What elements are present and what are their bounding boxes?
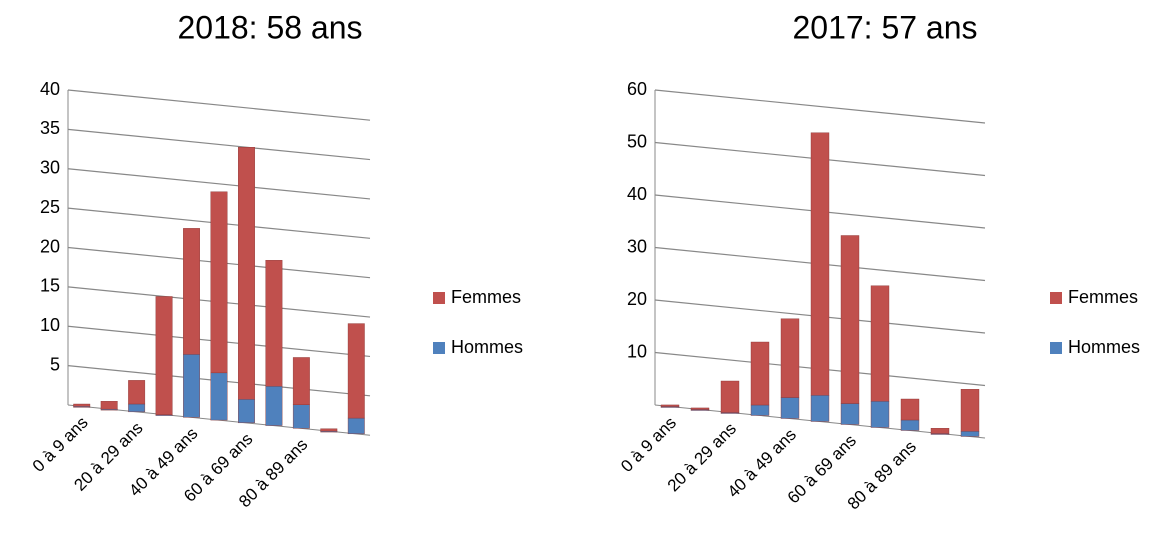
bar-segment <box>210 191 228 374</box>
y-tick-label: 30 <box>40 158 60 178</box>
legend-swatch <box>1050 292 1062 304</box>
bar-segment <box>870 401 890 428</box>
y-tick-label: 10 <box>40 315 60 335</box>
bar-segment <box>265 260 283 387</box>
y-tick-label: 20 <box>40 236 60 256</box>
bar-segment <box>183 354 200 418</box>
bar-segment <box>750 404 770 416</box>
x-tick-label: 0 à 9 ans <box>617 413 680 476</box>
legend-label: Femmes <box>451 287 521 307</box>
legend-label: Hommes <box>451 337 523 357</box>
bar-segment <box>780 318 800 398</box>
bar-segment <box>720 380 740 413</box>
y-tick-label: 40 <box>40 79 60 99</box>
y-tick-label: 60 <box>627 79 647 99</box>
y-tick-label: 10 <box>627 341 647 361</box>
bar-segment <box>155 296 173 415</box>
bar-segment <box>900 419 920 431</box>
bar-segment <box>690 407 710 410</box>
bar-segment <box>810 132 830 396</box>
bar-segment <box>930 428 950 434</box>
y-tick-label: 35 <box>40 118 60 138</box>
y-tick-label: 50 <box>627 131 647 151</box>
x-tick-label: 0 à 9 ans <box>29 413 92 476</box>
bar-segment <box>840 403 860 425</box>
bar-segment <box>128 403 146 413</box>
bar-segment <box>900 398 920 421</box>
legend-label: Femmes <box>1068 287 1138 307</box>
bar-segment <box>128 380 146 405</box>
bar-segment <box>210 372 228 421</box>
bar-segment <box>780 397 800 419</box>
y-tick-label: 5 <box>50 354 60 374</box>
bar-segment <box>292 357 310 405</box>
chart-title: 2017: 57 ans <box>792 9 977 45</box>
bar-segment <box>73 403 91 407</box>
grid-line <box>67 128 371 161</box>
y-tick-label: 15 <box>40 276 60 296</box>
bar-segment <box>347 417 365 435</box>
grid-line <box>654 89 986 124</box>
y-tick-label: 30 <box>627 236 647 256</box>
bar-segment <box>960 431 980 437</box>
legend-label: Hommes <box>1068 337 1140 357</box>
bar-segment <box>183 228 200 355</box>
y-tick-label: 40 <box>627 184 647 204</box>
bar-segment <box>238 399 255 424</box>
bar-segment <box>347 323 365 419</box>
grid-line <box>67 168 371 200</box>
bar-segment <box>100 401 118 410</box>
bar-segment <box>840 235 860 404</box>
y-tick-label: 20 <box>627 289 647 309</box>
bar-segment <box>292 404 310 429</box>
bar-segment <box>238 147 255 400</box>
y-tick-label: 25 <box>40 197 60 217</box>
grid-line <box>67 89 371 121</box>
bar-segment <box>320 428 338 432</box>
bar-segment <box>810 395 830 422</box>
bar-segment <box>870 285 890 402</box>
bar-segment <box>750 341 770 406</box>
bar-segment <box>960 389 980 432</box>
bar-segment <box>660 404 680 407</box>
legend-swatch <box>433 342 445 354</box>
chart-title: 2018: 58 ans <box>177 9 362 45</box>
bar-segment <box>265 386 283 426</box>
legend-swatch <box>433 292 445 304</box>
legend-swatch <box>1050 342 1062 354</box>
